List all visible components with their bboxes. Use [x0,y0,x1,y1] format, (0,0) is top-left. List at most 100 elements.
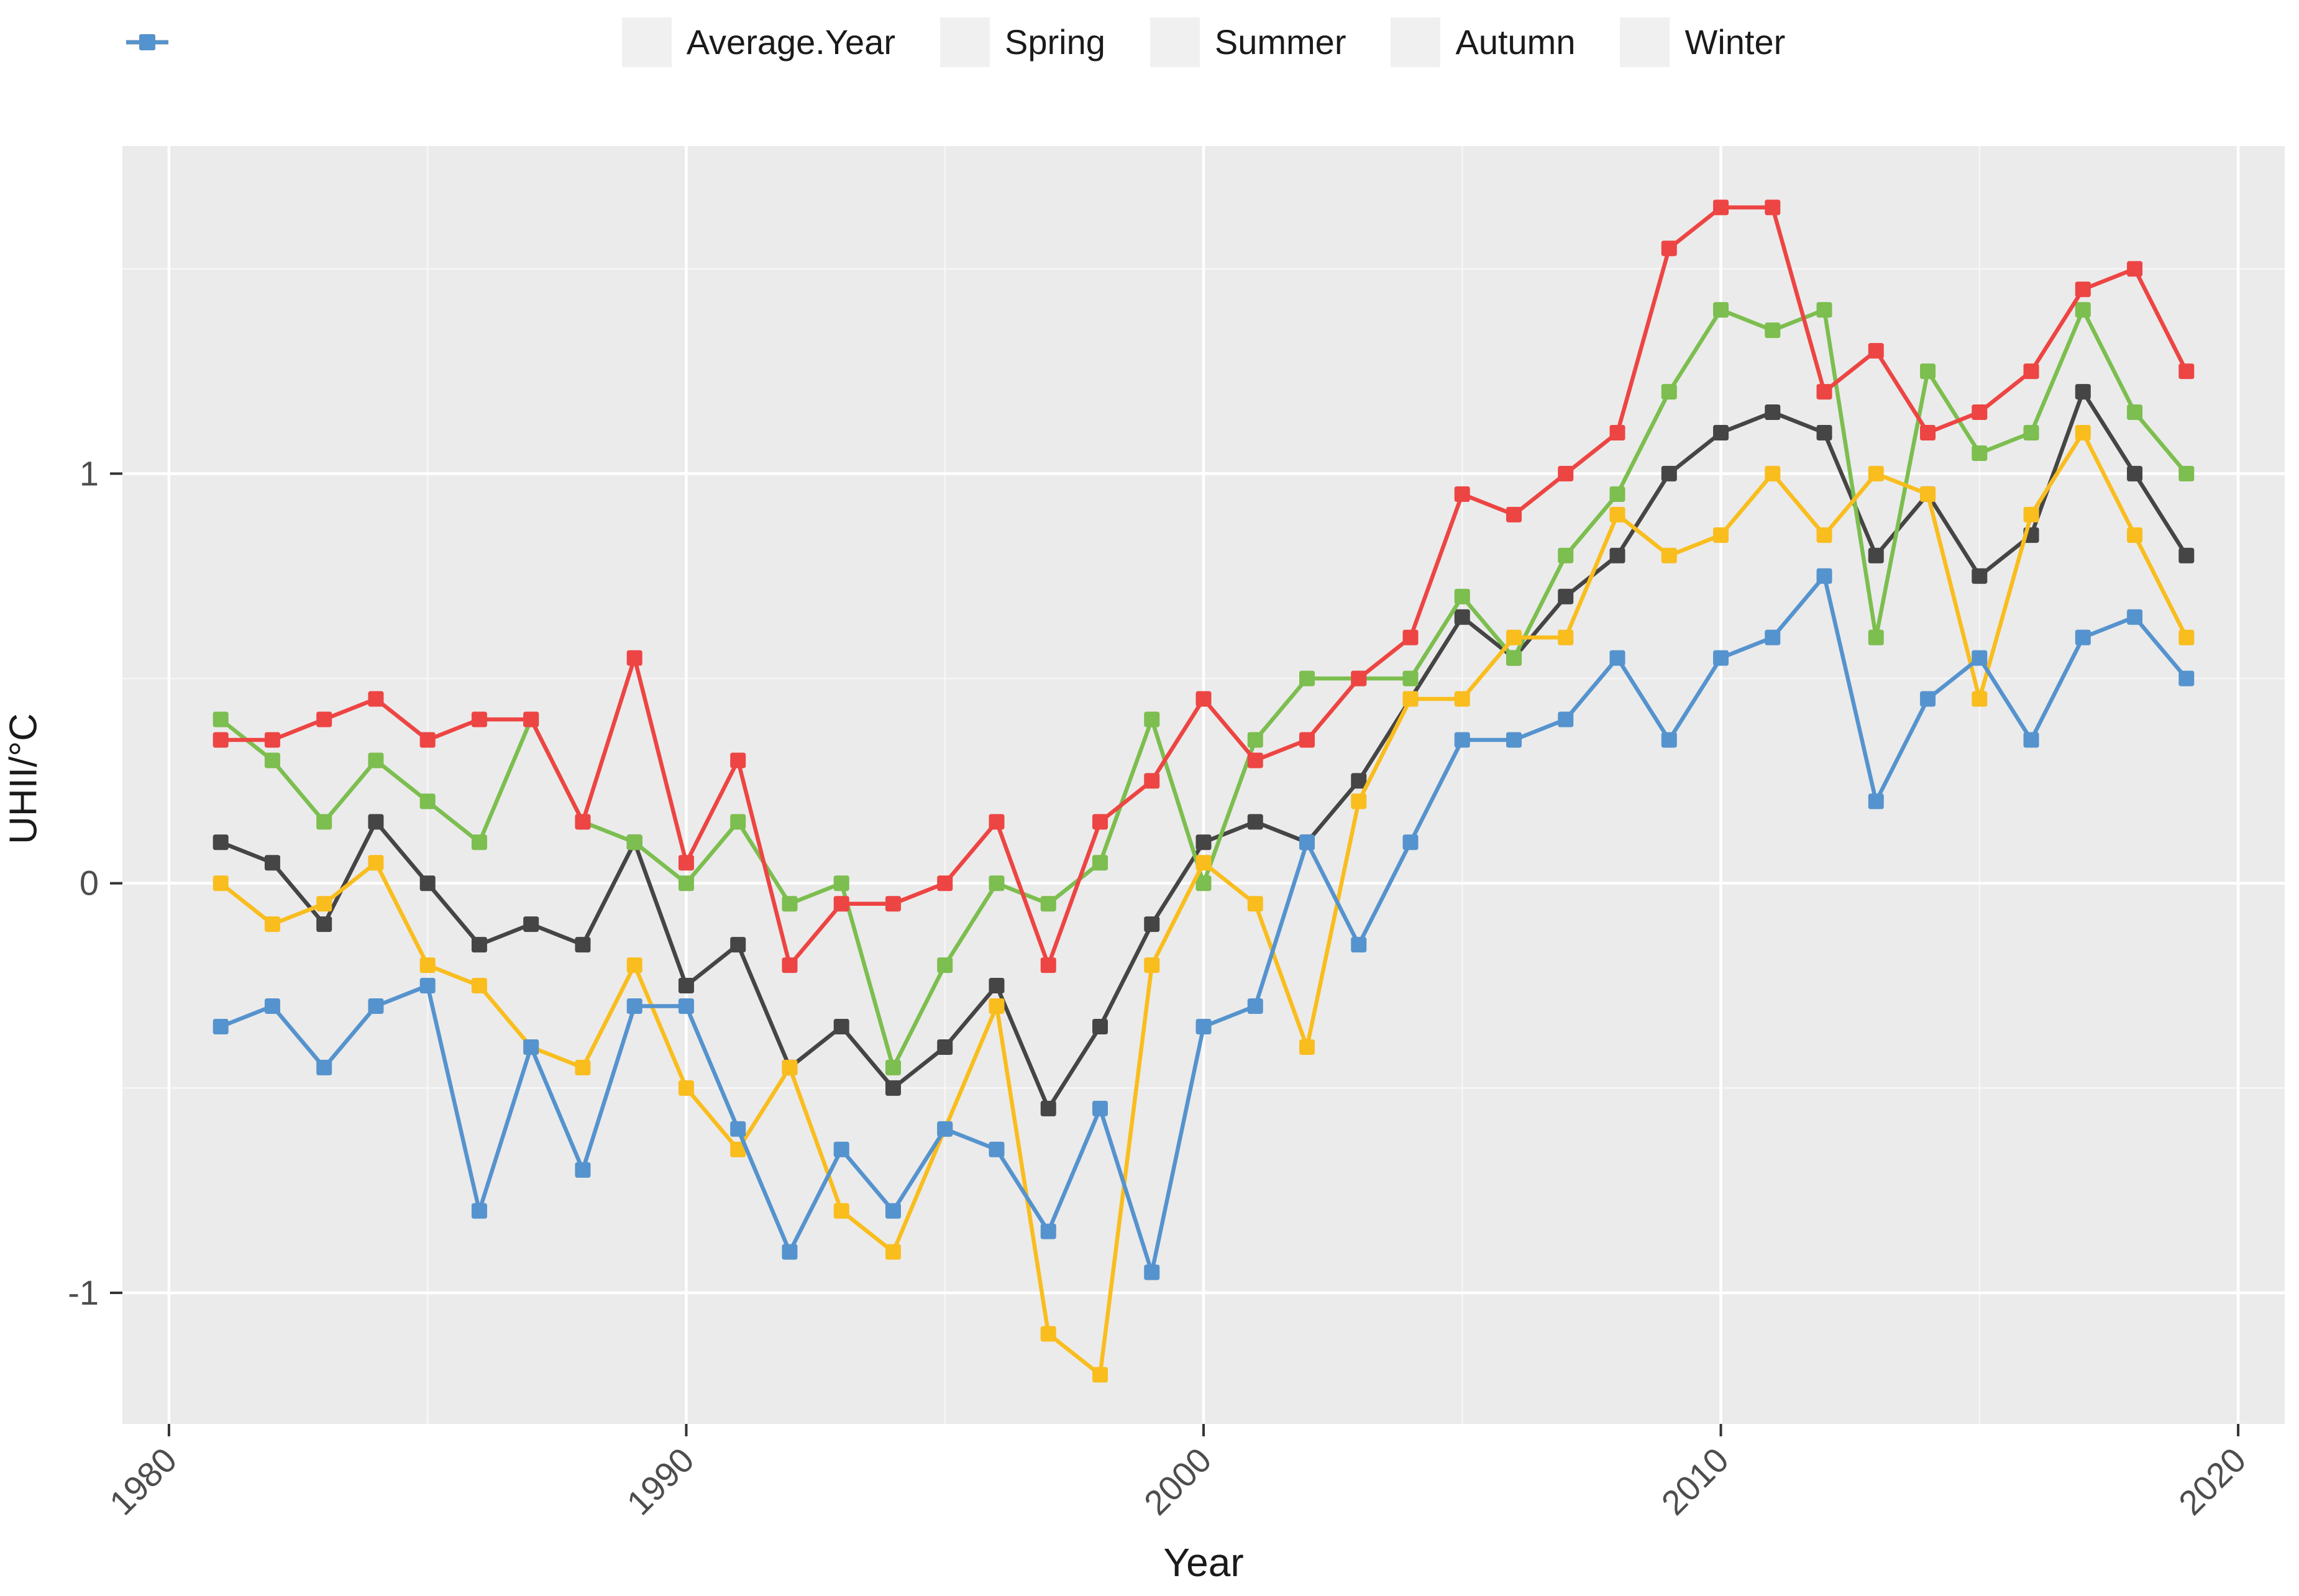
series-marker-spring [264,752,280,768]
series-marker-autumn [2127,527,2143,543]
series-marker-summer [368,691,384,707]
series-marker-winter [1040,1223,1056,1239]
series-marker-spring [1092,855,1108,871]
series-marker-autumn [1920,486,1936,502]
series-marker-winter [2127,609,2143,625]
series-marker-average-year [1558,588,1574,604]
series-marker-spring [1195,875,1212,891]
series-marker-autumn [471,978,487,994]
series-marker-spring [368,752,384,768]
series-marker-summer [1454,486,1470,502]
series-marker-summer [678,855,694,871]
series-marker-spring [730,814,746,830]
x-tick-label: 2010 [1653,1440,1736,1523]
series-marker-spring [2075,302,2091,318]
series-marker-winter [2178,670,2195,686]
series-marker-spring [1040,896,1056,912]
series-marker-winter [2075,629,2091,645]
series-marker-winter [1247,998,1263,1015]
legend-label-autumn: Autumn [1455,22,1576,62]
y-tick-label: 0 [80,864,99,903]
series-marker-winter [523,1039,539,1055]
series-marker-summer [1920,425,1936,441]
series-marker-winter [419,978,436,994]
series-marker-summer [1144,773,1160,789]
series-marker-winter [626,998,642,1015]
series-marker-summer [1868,343,1884,359]
series-marker-summer [1816,384,1832,400]
series-marker-winter [989,1141,1005,1157]
series-marker-summer [1092,814,1108,830]
series-marker-summer [523,711,539,727]
series-marker-average-year [1868,547,1884,563]
series-marker-autumn [1195,855,1212,871]
legend-label-summer: Summer [1214,22,1346,62]
series-marker-summer [1713,199,1729,216]
series-marker-autumn [1558,629,1574,645]
series-marker-autumn [419,957,436,974]
series-marker-winter [1506,732,1522,748]
series-marker-summer [471,711,487,727]
series-marker-autumn [678,1080,694,1096]
series-marker-autumn [1144,957,1160,974]
series-marker-summer [2178,363,2195,380]
series-marker-winter [1816,568,1832,584]
series-marker-autumn [1454,691,1470,707]
series-marker-winter [1558,711,1574,727]
series-marker-summer [1506,506,1522,522]
series-marker-average-year [989,978,1005,994]
chart-legend: Average.Year Spring Summer Autumn Winter [122,17,2285,67]
series-marker-spring [2023,425,2039,441]
series-marker-summer [730,752,746,768]
series-marker-summer [1040,957,1056,974]
series-marker-summer [782,957,798,974]
series-marker-winter [1351,937,1367,953]
series-marker-average-year [1040,1100,1056,1116]
series-marker-summer [1247,752,1263,768]
series-marker-spring [419,793,436,809]
series-marker-autumn [1506,629,1522,645]
y-axis-title: UHII/°C [2,713,45,844]
x-tick-label: 2000 [1136,1440,1219,1523]
series-marker-autumn [1351,793,1367,809]
series-marker-winter [1765,629,1781,645]
series-marker-average-year [1351,773,1367,789]
series-marker-summer [1972,404,1988,421]
series-marker-summer [264,732,280,748]
series-marker-winter [1868,793,1884,809]
series-marker-summer [2023,363,2039,380]
series-marker-autumn [1247,896,1263,912]
series-marker-average-year [1195,834,1212,850]
series-marker-winter [575,1162,591,1178]
series-marker-winter [316,1059,332,1075]
series-marker-average-year [1816,425,1832,441]
series-marker-summer [213,732,229,748]
series-marker-spring [1454,588,1470,604]
series-marker-autumn [368,855,384,871]
series-marker-autumn [1661,547,1677,563]
series-marker-summer [626,650,642,666]
y-tick-label: -1 [68,1273,99,1312]
series-marker-spring [1713,302,1729,318]
series-marker-average-year [937,1039,953,1055]
series-marker-spring [1247,732,1263,748]
legend-label-winter: Winter [1684,22,1786,62]
series-marker-autumn [1868,465,1884,481]
x-tick-label: 1990 [619,1440,702,1523]
series-marker-winter [264,998,280,1015]
series-marker-winter [1920,691,1936,707]
legend-label-spring: Spring [1005,22,1105,62]
series-marker-average-year [1092,1018,1108,1034]
series-marker-autumn [1092,1367,1108,1383]
series-marker-autumn [730,1141,746,1157]
series-marker-autumn [1609,506,1625,522]
series-marker-autumn [1713,527,1729,543]
series-marker-spring [1816,302,1832,318]
series-marker-winter [1195,1018,1212,1034]
series-marker-winter [1454,732,1470,748]
series-marker-spring [1765,322,1781,339]
series-marker-winter [730,1121,746,1137]
series-marker-average-year [523,916,539,933]
series-marker-summer [937,875,953,891]
